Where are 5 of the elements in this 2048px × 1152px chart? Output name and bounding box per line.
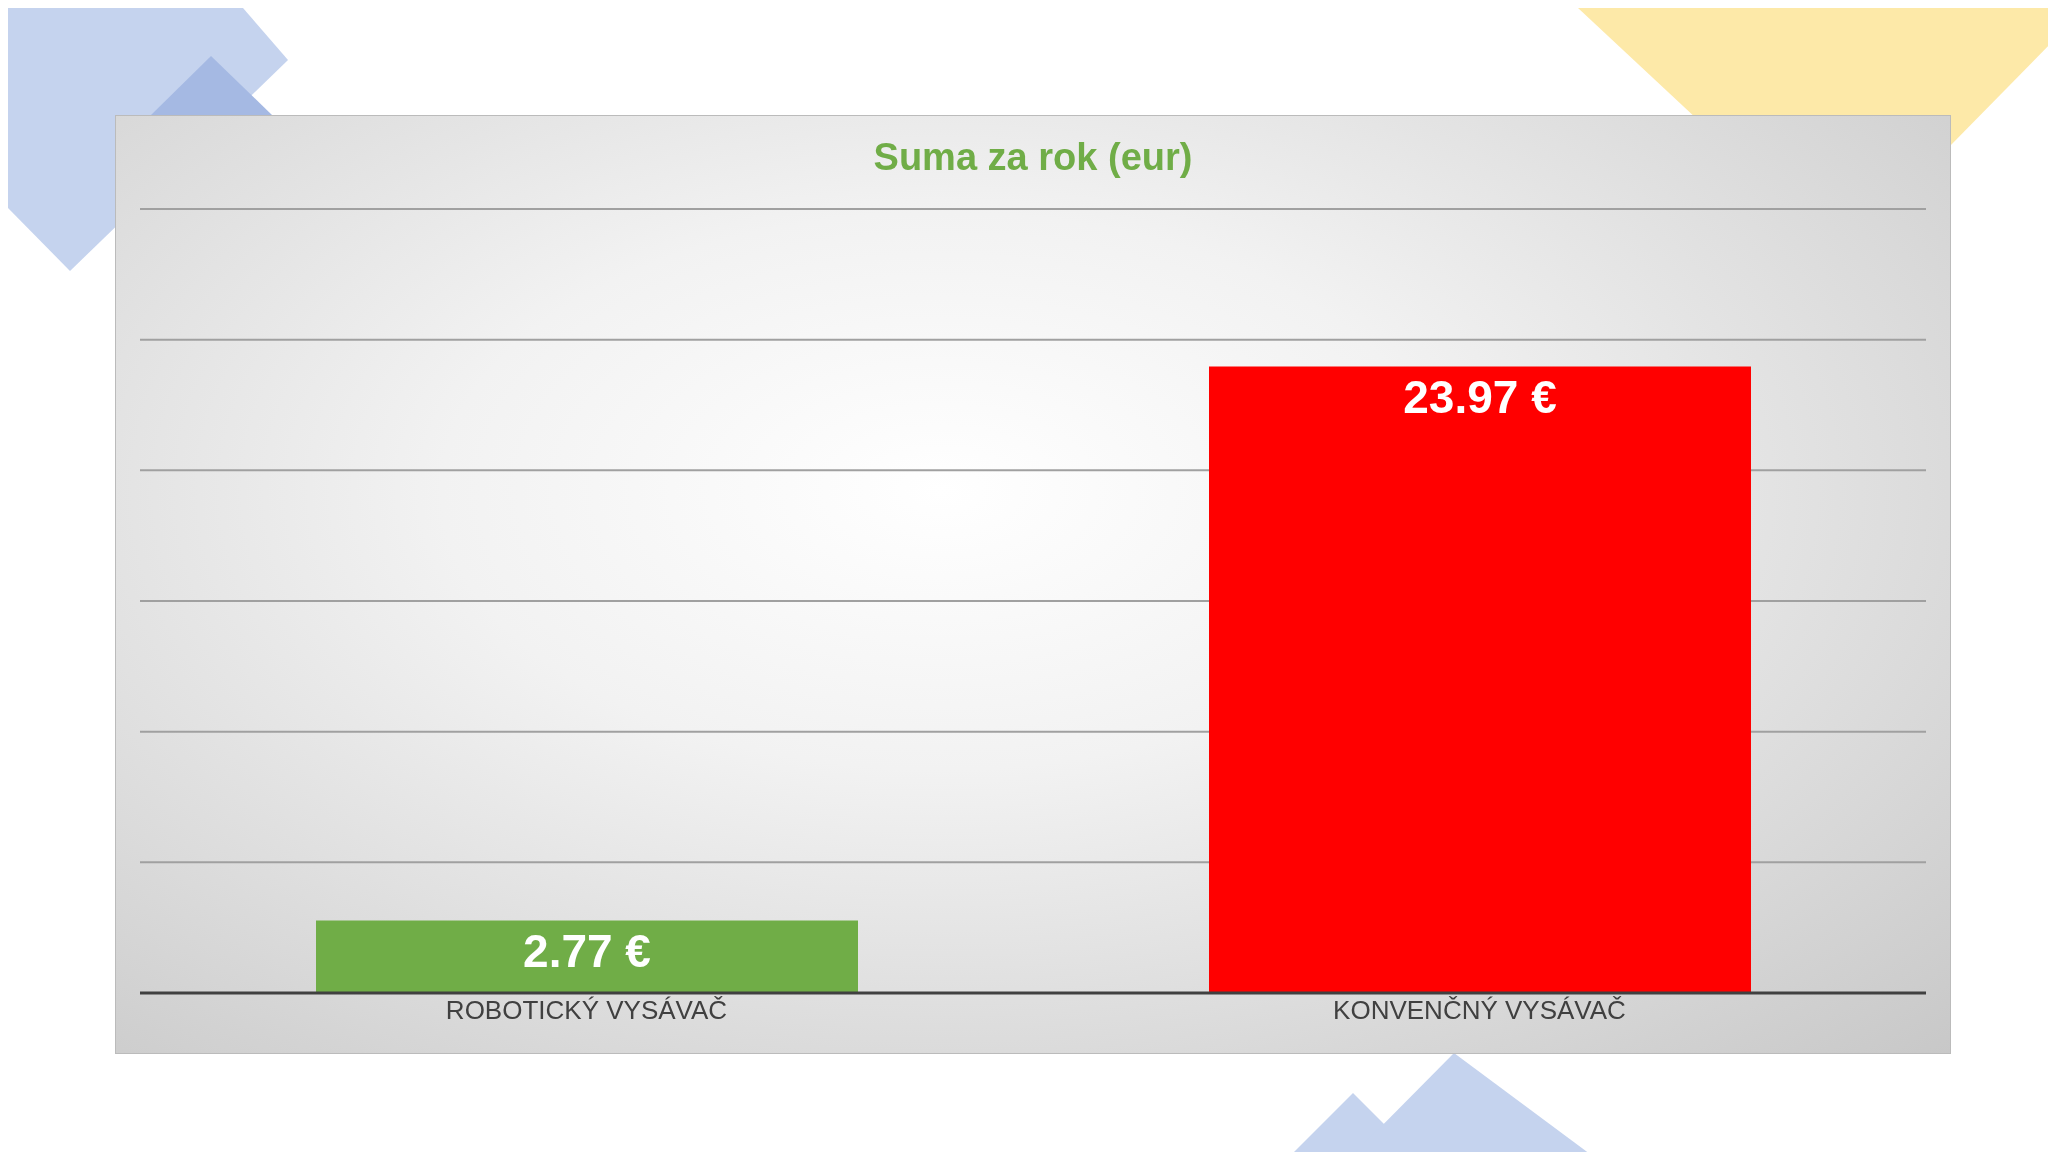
x-tick-label: KONVENČNÝ VYSÁVAČ [1333,995,1626,1026]
data-label: 2.77 € [523,925,651,978]
data-label: 23.97 € [1403,371,1557,424]
x-tick-label: ROBOTICKÝ VYSÁVAČ [445,995,728,1026]
chart-title: Suma za rok (eur) [872,136,1194,179]
